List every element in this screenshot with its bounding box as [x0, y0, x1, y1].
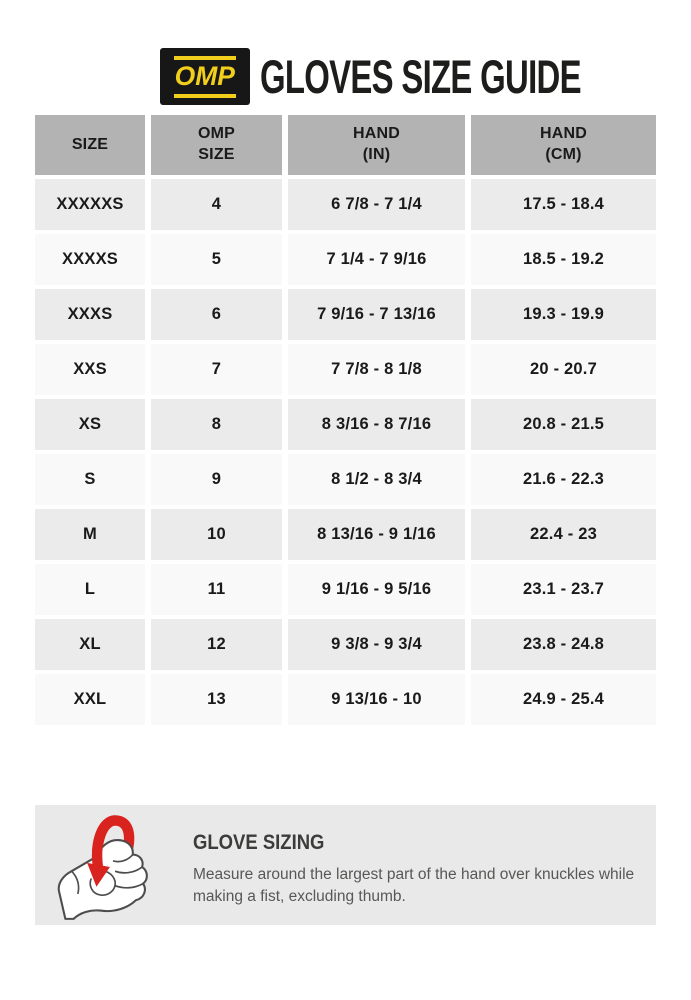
cell-size: XXXXXS — [35, 179, 145, 230]
logo-text: OMP — [174, 60, 236, 91]
cell-omp-size: 4 — [151, 179, 282, 230]
cell-hand-cm: 17.5 - 18.4 — [471, 179, 656, 230]
cell-size: XXL — [35, 674, 145, 725]
cell-size: XS — [35, 399, 145, 450]
note-body: Measure around the largest part of the h… — [193, 866, 635, 905]
cell-omp-size: 6 — [151, 289, 282, 340]
arrow-down-icon — [87, 862, 110, 887]
column-header: OMP SIZE — [151, 115, 282, 175]
note-text: GLOVE SIZING Measure around the largest … — [193, 831, 643, 907]
cell-hand-in: 8 3/16 - 8 7/16 — [288, 399, 465, 450]
cell-hand-cm: 23.1 - 23.7 — [471, 564, 656, 615]
cell-hand-cm: 18.5 - 19.2 — [471, 234, 656, 285]
size-table: SIZE OMP SIZE HAND (IN) HAND (CM) XXXXXS 4 6 7… — [35, 115, 656, 725]
cell-size: XXXS — [35, 289, 145, 340]
cell-omp-size: 5 — [151, 234, 282, 285]
cell-hand-cm: 20.8 - 21.5 — [471, 399, 656, 450]
cell-hand-cm: 21.6 - 22.3 — [471, 454, 656, 505]
cell-hand-cm: 20 - 20.7 — [471, 344, 656, 395]
fist-measure-icon — [57, 815, 148, 920]
cell-omp-size: 13 — [151, 674, 282, 725]
column-header: HAND (CM) — [471, 115, 656, 175]
cell-hand-in: 7 9/16 - 7 13/16 — [288, 289, 465, 340]
logo-bottom-bar — [174, 93, 236, 98]
cell-size: XL — [35, 619, 145, 670]
glove-sizing-note: GLOVE SIZING Measure around the largest … — [35, 805, 656, 925]
cell-size: M — [35, 509, 145, 560]
note-heading: GLOVE SIZING — [193, 831, 325, 854]
cell-hand-cm: 23.8 - 24.8 — [471, 619, 656, 670]
cell-size: XXS — [35, 344, 145, 395]
cell-hand-cm: 19.3 - 19.9 — [471, 289, 656, 340]
cell-size: L — [35, 564, 145, 615]
cell-hand-in: 7 7/8 - 8 1/8 — [288, 344, 465, 395]
cell-hand-in: 9 1/16 - 9 5/16 — [288, 564, 465, 615]
cell-omp-size: 11 — [151, 564, 282, 615]
column-header: HAND (IN) — [288, 115, 465, 175]
cell-hand-cm: 22.4 - 23 — [471, 509, 656, 560]
cell-size: XXXXS — [35, 234, 145, 285]
omp-logo: OMP — [160, 48, 250, 105]
cell-hand-cm: 24.9 - 25.4 — [471, 674, 656, 725]
page-title: GLOVES SIZE GUIDE — [260, 49, 582, 103]
cell-hand-in: 8 13/16 - 9 1/16 — [288, 509, 465, 560]
cell-omp-size: 12 — [151, 619, 282, 670]
logo-top-bar — [174, 55, 236, 60]
cell-hand-in: 8 1/2 - 8 3/4 — [288, 454, 465, 505]
cell-omp-size: 8 — [151, 399, 282, 450]
column-header: SIZE — [35, 115, 145, 175]
cell-omp-size: 9 — [151, 454, 282, 505]
cell-hand-in: 9 3/8 - 9 3/4 — [288, 619, 465, 670]
cell-hand-in: 9 13/16 - 10 — [288, 674, 465, 725]
cell-omp-size: 10 — [151, 509, 282, 560]
cell-omp-size: 7 — [151, 344, 282, 395]
cell-size: S — [35, 454, 145, 505]
cell-hand-in: 6 7/8 - 7 1/4 — [288, 179, 465, 230]
cell-hand-in: 7 1/4 - 7 9/16 — [288, 234, 465, 285]
